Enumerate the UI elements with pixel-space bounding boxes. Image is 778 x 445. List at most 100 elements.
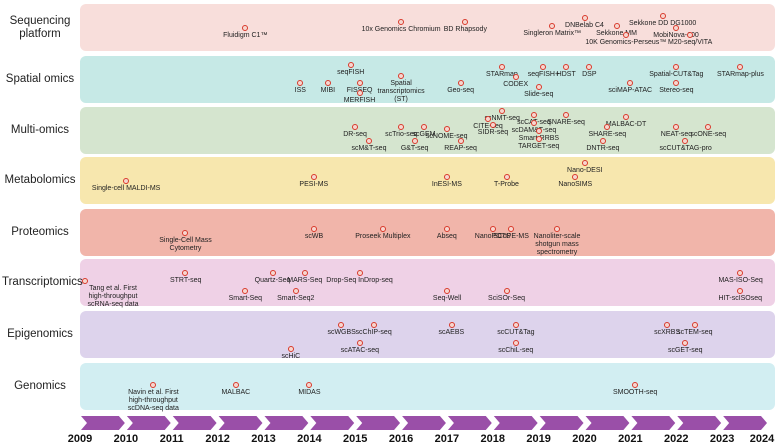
arrow-segment: [126, 416, 171, 430]
tech-label: Geo-seq: [447, 86, 475, 94]
row-label: Spatial omics: [5, 73, 75, 85]
tech-marker: [356, 79, 363, 86]
tech-marker: [81, 277, 88, 284]
tech-marker: [581, 159, 588, 166]
year-label: 2011: [159, 433, 184, 445]
tech-label: HDST: [556, 70, 576, 78]
tech-label: Quartz-Seq: [254, 276, 291, 284]
tech-label: scCUT&TAG-pro: [659, 144, 712, 152]
tech-label: Seq-Well: [432, 294, 462, 302]
tech-label: Abseq: [436, 232, 457, 240]
tech-marker: [398, 18, 405, 25]
tech-label: scHiC: [281, 352, 301, 360]
arrow-segment: [264, 416, 309, 430]
tech-marker: [448, 321, 455, 328]
row-label: Metabolomics: [4, 174, 76, 186]
tech-marker: [512, 73, 519, 80]
tech-marker: [310, 173, 317, 180]
tech-marker: [673, 24, 680, 31]
tech-marker: [622, 113, 629, 120]
tech-marker: [398, 72, 405, 79]
tech-label: Tang et al. First high-throughput scRNA-…: [87, 284, 139, 308]
tech-label: MALBAC: [221, 388, 251, 396]
tech-label: MobiNova-100: [653, 31, 699, 39]
tech-label: scGEM: [412, 130, 436, 138]
tech-marker: [242, 287, 249, 294]
tech-marker: [535, 83, 542, 90]
tech-label: CITE-seq: [473, 122, 503, 130]
arrow-segment: [723, 416, 767, 430]
tech-label: NanoPOTS: [474, 232, 511, 240]
tech-marker: [182, 229, 189, 236]
tech-label: NanoSIMS: [558, 180, 593, 188]
tech-marker: [411, 137, 418, 144]
tech-marker: [664, 321, 671, 328]
row-label: Transcriptomics: [2, 276, 83, 288]
tech-marker: [287, 345, 294, 352]
tech-marker: [503, 287, 510, 294]
tech-marker: [457, 137, 464, 144]
tech-label: MARS-Seq: [287, 276, 323, 284]
tech-marker: [627, 79, 634, 86]
tech-marker: [540, 63, 547, 70]
tech-label: REAP-seq: [444, 144, 477, 152]
year-label: 2016: [388, 433, 414, 445]
tech-label: MAS-ISO-Seq: [718, 276, 763, 284]
row-label: Proteomics: [11, 226, 69, 238]
tech-label: SMOOTH-seq: [612, 388, 658, 396]
band-epigenomics: [80, 311, 775, 358]
arrow-segment: [493, 416, 538, 430]
tech-marker: [613, 22, 620, 29]
tech-label: DNBelab C4: [565, 21, 604, 29]
band-metabolomics: [80, 157, 775, 204]
tech-label: scXRBS: [654, 328, 681, 336]
year-label: 2020: [572, 433, 597, 445]
tech-label: Nano-DESI: [567, 166, 603, 174]
arrow-segment: [402, 416, 446, 430]
tech-label: G&T-seq: [400, 144, 429, 152]
tech-marker: [457, 79, 464, 86]
tech-marker: [599, 137, 606, 144]
row-label: Genomics: [14, 380, 66, 392]
tech-marker: [737, 287, 744, 294]
tech-label: Single-Cell Mass Cytometry: [159, 236, 212, 252]
tech-marker: [682, 339, 689, 346]
tech-marker: [549, 22, 556, 29]
tech-marker: [691, 321, 698, 328]
row-label: Epigenomics: [7, 328, 73, 340]
arrow-segment: [218, 416, 263, 430]
row-label: Sequencing platform: [9, 14, 71, 40]
tech-label: scNOME-seq: [425, 132, 468, 140]
year-label: 2024: [749, 433, 775, 445]
tech-label: DNTR-seq: [586, 144, 620, 152]
arrow-segment: [172, 416, 217, 430]
tech-label: Navin et al. First high-throughput scDNA…: [127, 388, 179, 412]
tech-label: 10K Genomics-Perseus™: [585, 38, 667, 46]
tech-label: DSP: [582, 70, 597, 78]
tech-marker: [659, 12, 666, 19]
tech-label: sciMAP-ATAC: [608, 86, 653, 94]
year-label: 2023: [709, 433, 735, 445]
tech-marker: [622, 31, 629, 38]
tech-label: SIDR-seq: [477, 128, 509, 136]
tech-label: Singleron Matrix™: [523, 29, 581, 37]
tech-marker: [356, 89, 363, 96]
tech-marker: [306, 381, 313, 388]
tech-marker: [379, 225, 386, 232]
tech-label: Sekkone MM: [596, 29, 637, 37]
arrow-segment: [356, 416, 401, 430]
tech-label: CODEX: [503, 80, 529, 88]
tech-label: HIT-scISOseq: [718, 294, 763, 302]
tech-marker: [498, 63, 505, 70]
tech-marker: [581, 14, 588, 21]
tech-label: scAEBS: [438, 328, 465, 336]
tech-marker: [443, 225, 450, 232]
tech-marker: [572, 173, 579, 180]
tech-marker: [443, 287, 450, 294]
tech-marker: [462, 18, 469, 25]
tech-label: BD Rhapsody: [443, 25, 487, 33]
tech-label: NEAT-seq: [660, 130, 693, 138]
tech-marker: [554, 225, 560, 232]
tech-marker: [508, 225, 515, 232]
tech-label: MIDAS: [298, 388, 321, 396]
